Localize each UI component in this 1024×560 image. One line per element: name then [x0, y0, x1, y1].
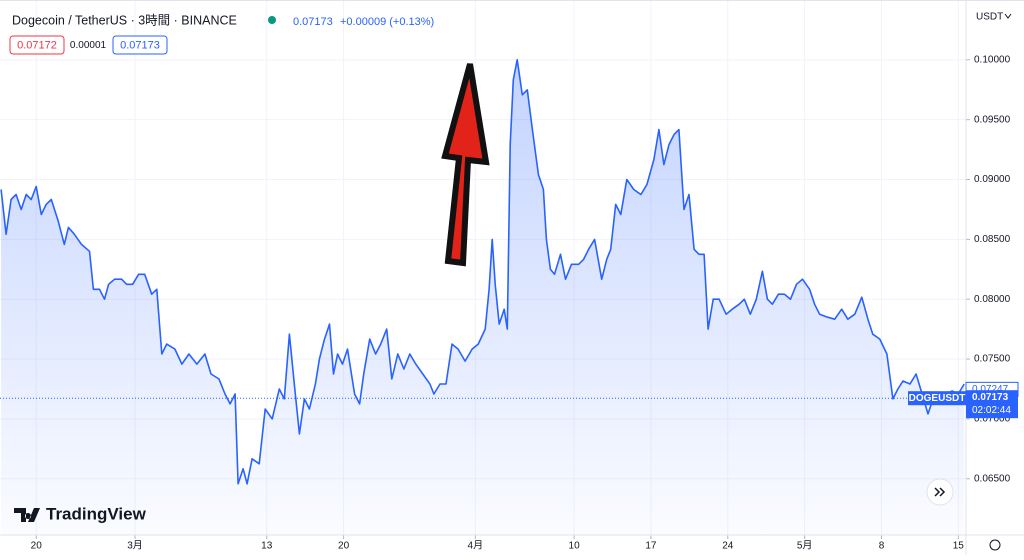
symbol-label: DOGEUSDT — [909, 393, 966, 404]
x-tick-label: 15 — [953, 541, 965, 552]
x-tick-label: 13 — [261, 541, 273, 552]
price-line — [0, 59, 965, 485]
y-tick-label: 0.08000 — [974, 294, 1011, 305]
y-tick-label: 0.09500 — [974, 114, 1011, 125]
area-fill — [1, 59, 965, 536]
x-tick-label: 8 — [879, 541, 885, 552]
currency-select[interactable]: USDT — [976, 12, 1003, 23]
x-tick-label: 20 — [31, 541, 43, 552]
price-change: +0.00009 (+0.13%) — [340, 16, 434, 28]
logo-mark — [14, 508, 40, 522]
brand-logo: TradingView — [14, 504, 147, 523]
bid-price[interactable]: 0.07172 — [17, 39, 57, 51]
bid-button[interactable] — [9, 35, 65, 55]
y-tick-label: 0.08500 — [974, 234, 1011, 245]
x-tick-label: 10 — [569, 541, 581, 552]
y-tick-label: 0.07500 — [974, 354, 1011, 365]
ask-price[interactable]: 0.07173 — [120, 39, 160, 51]
x-tick-label: 17 — [645, 541, 657, 552]
last-price: 0.07173 — [293, 16, 333, 28]
arrow-annotation — [441, 63, 490, 267]
price-box — [966, 390, 1018, 419]
x-tick-label: 24 — [722, 541, 734, 552]
x-tick-label: 4月 — [468, 540, 484, 552]
y-tick-label: 0.10000 — [974, 54, 1011, 65]
spread: 0.00001 — [70, 40, 107, 51]
status-dot — [268, 16, 276, 24]
scroll-icon[interactable] — [934, 487, 946, 497]
price-box-label: 0.07173 — [972, 392, 1009, 403]
chart-title: Dogecoin / TetherUS · 3時間 · BINANCE — [12, 13, 237, 27]
x-tick-label: 3月 — [127, 540, 143, 552]
dropdown-caret[interactable] — [1004, 13, 1012, 19]
y-tick-label: 0.07000 — [974, 414, 1011, 425]
y-tick-label: 0.06500 — [974, 473, 1011, 484]
x-tick-label: 5月 — [797, 540, 813, 552]
ask-button[interactable] — [112, 35, 168, 55]
countdown-label: 02:02:44 — [972, 405, 1011, 416]
brand-name: TradingView — [46, 504, 147, 523]
symbol-box — [908, 391, 966, 406]
x-tick-label: 20 — [338, 541, 350, 552]
marker-price-label: 0.07247 — [972, 384, 1009, 395]
y-tick-label: 0.09000 — [974, 174, 1011, 185]
settings-icon[interactable] — [989, 539, 1001, 551]
